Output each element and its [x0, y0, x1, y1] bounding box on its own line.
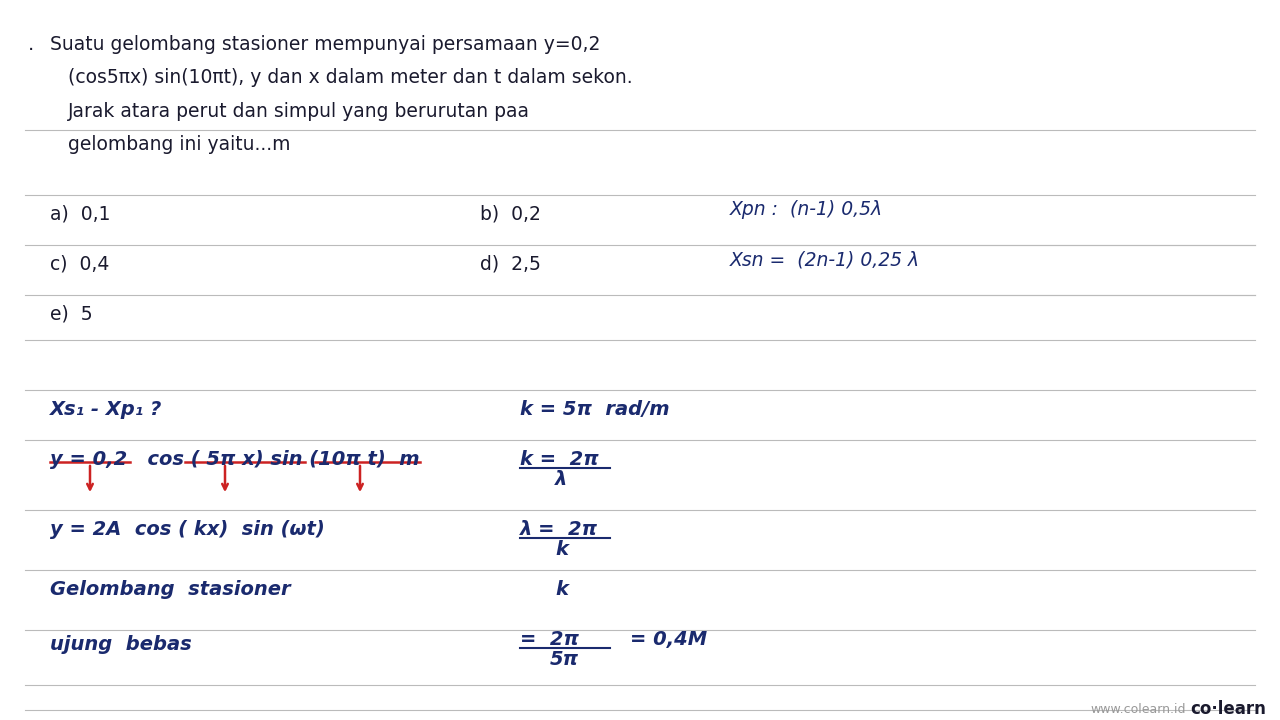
Text: λ =  2π: λ = 2π: [520, 520, 598, 539]
Text: Xsn =  (2n-1) 0,25 λ: Xsn = (2n-1) 0,25 λ: [730, 250, 920, 269]
Text: Xs₁ - Xp₁ ?: Xs₁ - Xp₁ ?: [50, 400, 163, 419]
Text: c)  0,4: c) 0,4: [50, 255, 109, 274]
Text: y = 0,2   cos ( 5π x) sin (10π t)  m: y = 0,2 cos ( 5π x) sin (10π t) m: [50, 450, 420, 469]
Text: 5π: 5π: [550, 650, 579, 669]
Text: www.colearn.id: www.colearn.id: [1091, 703, 1185, 716]
Text: = 0,4M: = 0,4M: [630, 630, 707, 649]
Text: Gelombang  stasioner: Gelombang stasioner: [50, 580, 291, 599]
Text: k: k: [556, 540, 568, 559]
Text: λ: λ: [556, 470, 567, 489]
Text: b)  0,2: b) 0,2: [480, 205, 541, 224]
Text: y = 2A  cos ( kx)  sin (ωt): y = 2A cos ( kx) sin (ωt): [50, 520, 325, 539]
Text: Suatu gelombang stasioner mempunyai persamaan y=0,2: Suatu gelombang stasioner mempunyai pers…: [50, 35, 600, 54]
Text: co·learn: co·learn: [1190, 700, 1266, 718]
Text: e)  5: e) 5: [50, 305, 92, 324]
Text: .: .: [28, 35, 35, 54]
Text: =  2π: = 2π: [520, 630, 579, 649]
Text: (cos5πx) sin(10πt), y dan x dalam meter dan t dalam sekon.: (cos5πx) sin(10πt), y dan x dalam meter …: [68, 68, 632, 87]
Text: Jarak atara perut dan simpul yang berurutan paa: Jarak atara perut dan simpul yang beruru…: [68, 102, 530, 121]
Text: Xpn :  (n-1) 0,5λ: Xpn : (n-1) 0,5λ: [730, 200, 883, 219]
Text: a)  0,1: a) 0,1: [50, 205, 110, 224]
Text: k = 5π  rad/m: k = 5π rad/m: [520, 400, 669, 419]
Text: d)  2,5: d) 2,5: [480, 255, 541, 274]
Text: ujung  bebas: ujung bebas: [50, 635, 192, 654]
Text: gelombang ini yaitu...m: gelombang ini yaitu...m: [68, 135, 291, 154]
Text: k: k: [556, 580, 568, 599]
Text: k =  2π: k = 2π: [520, 450, 599, 469]
